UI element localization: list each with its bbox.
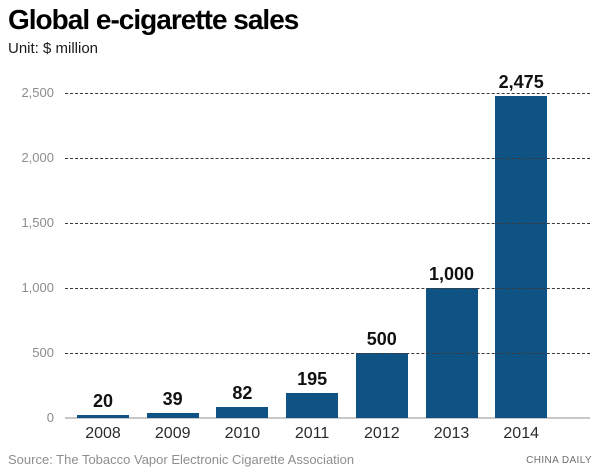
- source-note: Source: The Tobacco Vapor Electronic Cig…: [8, 452, 355, 467]
- bar-2011: [286, 393, 339, 418]
- y-tick-label: 2,000: [21, 150, 54, 165]
- bar-2014: [495, 96, 548, 418]
- bar-2009: [146, 413, 199, 418]
- bar-value-label: 39: [162, 389, 183, 409]
- gridline-1000: [65, 288, 590, 289]
- bar-value-label: 195: [297, 369, 328, 389]
- y-tick-label: 500: [32, 345, 54, 360]
- bar-value-label: 1,000: [428, 264, 475, 284]
- x-tick-label: 2010: [224, 425, 261, 442]
- x-tick-label: 2012: [364, 425, 400, 442]
- x-tick-label: 2014: [503, 425, 539, 442]
- bar-value-label: 2,475: [498, 72, 544, 92]
- bar-value-label: 500: [366, 329, 397, 349]
- gridline-2500: [65, 93, 590, 94]
- chart-title: Global e-cigarette sales: [8, 4, 299, 35]
- gridline-2000: [65, 158, 590, 159]
- gridline-500: [65, 353, 590, 354]
- bar-2010: [216, 407, 269, 418]
- x-tick-label: 2013: [433, 425, 470, 442]
- y-tick-label: 1,000: [21, 280, 54, 295]
- y-tick-label: 0: [46, 410, 54, 425]
- bar-2012: [355, 353, 408, 418]
- x-tick-label: 2011: [294, 425, 330, 442]
- y-tick-label: 1,500: [21, 215, 54, 230]
- x-axis-baseline: [65, 417, 590, 419]
- y-tick-label: 2,500: [21, 85, 54, 100]
- gridline-1500: [65, 223, 590, 224]
- x-tick-label: 2009: [154, 425, 191, 442]
- unit-label: Unit: $ million: [8, 40, 99, 57]
- bar-2008: [77, 415, 129, 418]
- bar-value-label: 82: [232, 383, 253, 403]
- x-tick-label: 2008: [85, 425, 121, 442]
- bar-value-label: 20: [92, 391, 114, 411]
- credit-china-daily: CHINA DAILY: [526, 455, 592, 466]
